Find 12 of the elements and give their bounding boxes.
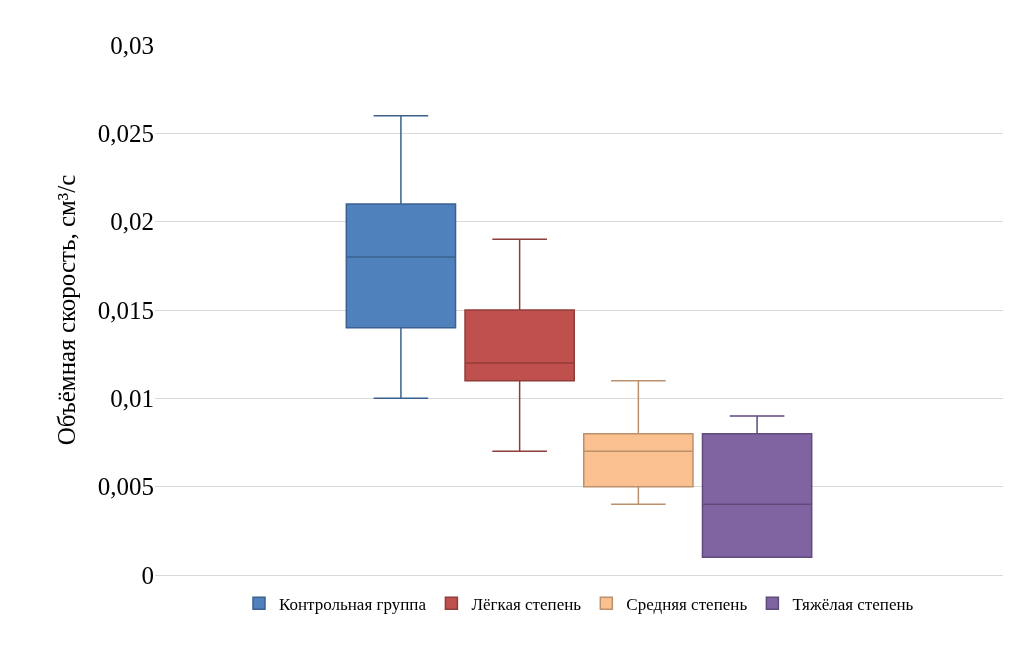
y-tick-label: 0,025 [97, 120, 154, 148]
y-tick-label: 0,03 [110, 31, 154, 59]
y-tick-label: 0,01 [110, 385, 154, 413]
y-tick-label: 0,015 [97, 296, 154, 324]
legend-label: Средняя степень [626, 594, 748, 614]
legend-label: Контрольная группа [279, 594, 427, 614]
y-tick-label: 0,02 [110, 208, 154, 236]
legend-label: Тяжёлая степень [792, 594, 914, 614]
y-tick-label: 0,005 [97, 473, 154, 501]
legend-label: Лёгкая степень [471, 594, 582, 614]
y-axis-title: Объёмная скорость, см³/с [52, 174, 80, 446]
y-tick-label: 0 [141, 561, 154, 589]
